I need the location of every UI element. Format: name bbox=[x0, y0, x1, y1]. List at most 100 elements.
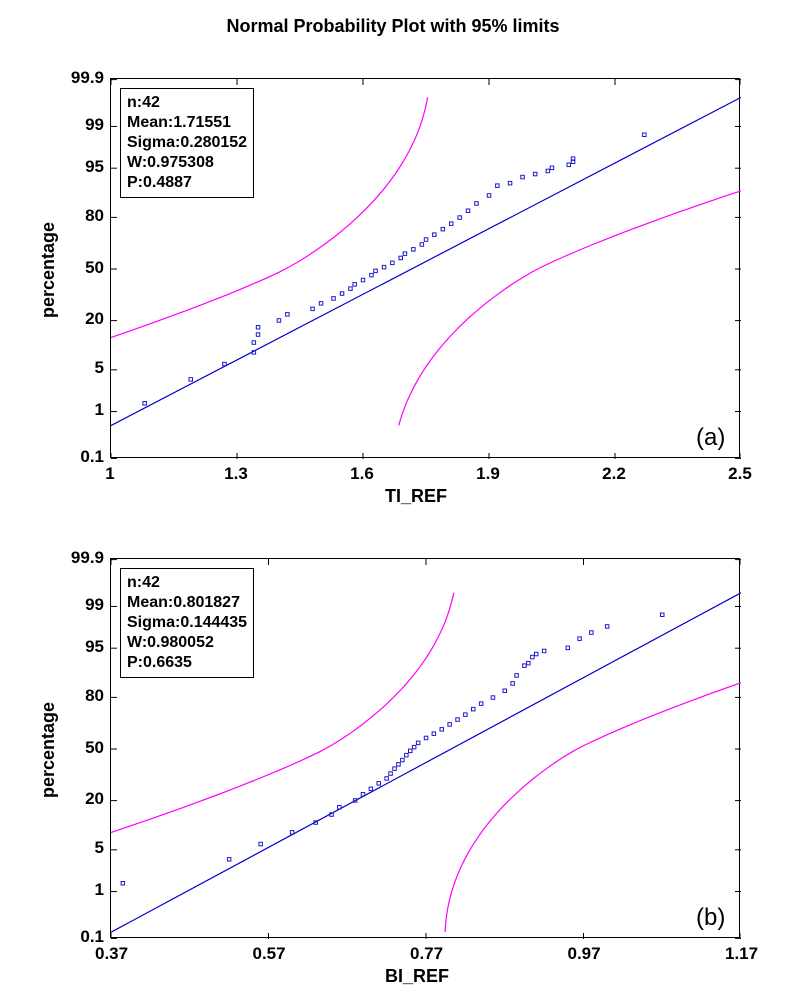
data-point bbox=[412, 745, 416, 749]
data-point bbox=[523, 664, 527, 668]
data-point bbox=[227, 858, 231, 862]
data-point bbox=[515, 674, 519, 678]
data-point bbox=[369, 787, 373, 791]
ytick-label: 99 bbox=[60, 595, 104, 615]
data-point bbox=[424, 736, 428, 740]
data-point bbox=[533, 172, 537, 176]
ytick-label: 95 bbox=[60, 637, 104, 657]
data-point bbox=[550, 166, 554, 170]
data-point bbox=[340, 292, 344, 296]
data-point bbox=[377, 782, 381, 786]
data-point bbox=[349, 287, 353, 291]
xtick-label: 0.97 bbox=[568, 944, 598, 964]
data-point bbox=[521, 175, 525, 179]
ytick-label: 80 bbox=[60, 686, 104, 706]
xtick-label: 1.3 bbox=[221, 464, 251, 484]
data-point bbox=[256, 326, 260, 330]
data-point bbox=[605, 625, 609, 629]
ytick-label: 50 bbox=[60, 258, 104, 278]
data-point bbox=[399, 256, 403, 260]
data-point bbox=[405, 753, 409, 757]
data-point bbox=[311, 307, 315, 311]
stats-box-1: n:42 Mean:0.801827 Sigma:0.144435 W:0.98… bbox=[120, 568, 254, 678]
data-point bbox=[527, 661, 531, 665]
data-point bbox=[382, 265, 386, 269]
stats-box-0: n:42 Mean:1.71551 Sigma:0.280152 W:0.975… bbox=[120, 88, 254, 198]
xtick-label: 1.9 bbox=[473, 464, 503, 484]
data-point bbox=[416, 741, 420, 745]
panel-tag: (a) bbox=[696, 424, 725, 452]
data-point bbox=[397, 763, 401, 767]
data-point bbox=[391, 261, 395, 265]
data-point bbox=[189, 378, 193, 382]
confidence-line bbox=[445, 593, 741, 932]
xtick-label: 2.5 bbox=[725, 464, 755, 484]
data-point bbox=[491, 696, 495, 700]
data-point bbox=[479, 702, 483, 706]
xtick-label: 2.2 bbox=[599, 464, 629, 484]
ytick-label: 99.9 bbox=[60, 68, 104, 88]
data-point bbox=[385, 777, 389, 781]
ytick-label: 99.9 bbox=[60, 548, 104, 568]
data-point bbox=[487, 194, 491, 198]
ytick-label: 20 bbox=[60, 309, 104, 329]
panel-tag: (b) bbox=[696, 904, 725, 932]
data-point bbox=[401, 758, 405, 762]
xtick-label: 0.57 bbox=[253, 944, 283, 964]
data-point bbox=[332, 297, 336, 301]
data-point bbox=[403, 252, 407, 256]
ytick-label: 20 bbox=[60, 789, 104, 809]
xlabel: TI_REF bbox=[385, 486, 447, 507]
data-point bbox=[143, 402, 147, 406]
data-point bbox=[319, 302, 323, 306]
data-point bbox=[643, 133, 647, 137]
ylabel: percentage bbox=[38, 222, 59, 318]
ytick-label: 80 bbox=[60, 206, 104, 226]
ytick-label: 0.1 bbox=[60, 927, 104, 947]
data-point bbox=[458, 216, 462, 220]
xlabel: BI_REF bbox=[385, 966, 449, 987]
figure-container: Normal Probability Plot with 95% limits … bbox=[0, 0, 786, 1007]
ytick-label: 50 bbox=[60, 738, 104, 758]
data-point bbox=[374, 269, 378, 273]
data-point bbox=[590, 631, 594, 635]
confidence-line bbox=[399, 97, 741, 425]
data-point bbox=[511, 682, 515, 686]
data-point bbox=[277, 319, 281, 323]
data-point bbox=[256, 333, 260, 337]
xtick-label: 0.37 bbox=[95, 944, 125, 964]
data-point bbox=[393, 767, 397, 771]
data-point bbox=[578, 637, 582, 641]
data-point bbox=[496, 184, 500, 188]
ytick-label: 0.1 bbox=[60, 447, 104, 467]
figure-title: Normal Probability Plot with 95% limits bbox=[0, 16, 786, 37]
data-point bbox=[424, 238, 428, 242]
data-point bbox=[448, 723, 452, 727]
data-point bbox=[420, 243, 424, 247]
data-point bbox=[456, 718, 460, 722]
data-point bbox=[661, 613, 665, 617]
data-point bbox=[542, 649, 546, 653]
ytick-label: 5 bbox=[60, 358, 104, 378]
data-point bbox=[531, 655, 535, 659]
data-point bbox=[440, 728, 444, 732]
xtick-label: 1.6 bbox=[347, 464, 377, 484]
data-point bbox=[567, 163, 571, 167]
data-point bbox=[409, 749, 413, 753]
data-point bbox=[252, 341, 256, 345]
ytick-label: 1 bbox=[60, 400, 104, 420]
data-point bbox=[121, 882, 125, 886]
data-point bbox=[508, 181, 512, 185]
data-point bbox=[259, 842, 263, 846]
data-point bbox=[353, 283, 357, 287]
data-point bbox=[412, 248, 416, 252]
ylabel: percentage bbox=[38, 702, 59, 798]
data-point bbox=[370, 273, 374, 277]
data-point bbox=[466, 209, 470, 213]
data-point bbox=[450, 222, 454, 226]
xtick-label: 0.77 bbox=[410, 944, 440, 964]
data-point bbox=[566, 646, 570, 650]
xtick-label: 1.17 bbox=[725, 944, 755, 964]
xtick-label: 1 bbox=[95, 464, 125, 484]
ytick-label: 99 bbox=[60, 115, 104, 135]
